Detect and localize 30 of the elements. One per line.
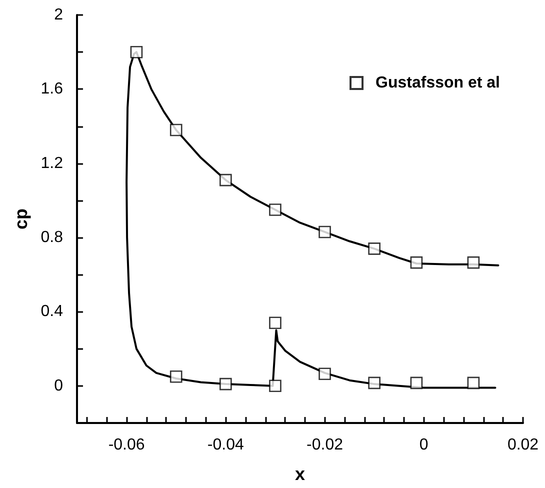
point [269, 204, 282, 216]
y-tick-label: 0.4 [40, 303, 64, 320]
point [410, 376, 423, 390]
point [318, 226, 331, 238]
point [269, 380, 282, 392]
y-tick-label: 0 [54, 377, 64, 394]
point [318, 368, 331, 380]
point [368, 242, 380, 255]
x-axis-title: x [294, 464, 306, 484]
point [220, 174, 232, 186]
point [130, 46, 143, 58]
x-tick-label: -0.02 [306, 436, 344, 454]
legend-label: Gustafsson et al [376, 74, 500, 92]
x-tick-label: -0.06 [108, 436, 145, 454]
point [269, 316, 282, 330]
y-axis-title: cp [10, 208, 31, 230]
point [467, 376, 480, 390]
point [220, 378, 232, 390]
y-tick-label: 1.6 [40, 80, 64, 98]
point [170, 370, 182, 383]
y-tick-label: 2 [54, 6, 64, 24]
x-tick-label: -0.04 [207, 436, 244, 454]
x-tick-label: 0.02 [507, 436, 539, 454]
point [410, 256, 423, 269]
y-tick-label: 1.2 [40, 154, 64, 172]
x-tick-label: 0 [419, 436, 428, 454]
point [368, 376, 380, 390]
y-tick-label: 0.8 [40, 229, 64, 246]
point [170, 124, 182, 136]
point [467, 256, 480, 269]
